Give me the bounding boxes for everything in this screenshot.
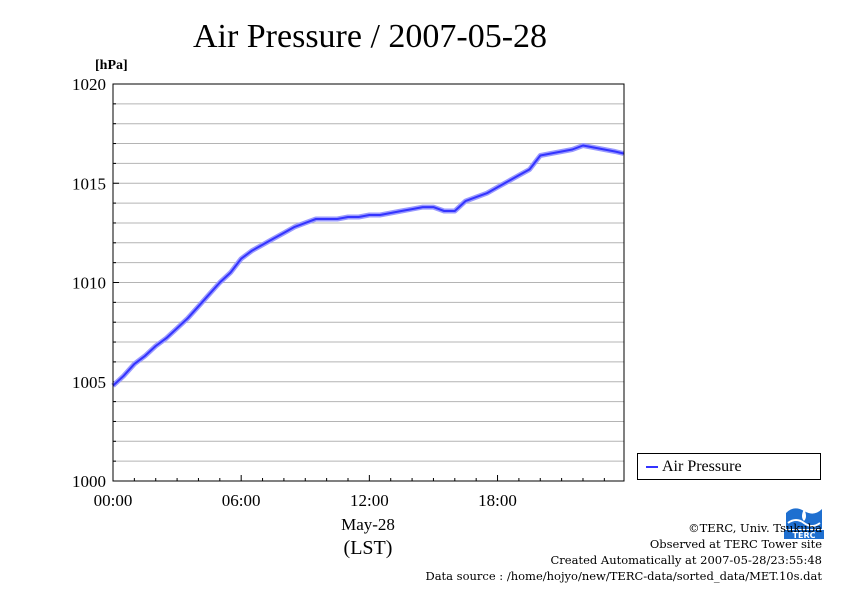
- series-band: [111, 143, 625, 388]
- x-axis-date-label: May-28: [341, 515, 395, 534]
- created-text: Created Automatically at 2007-05-28/23:5…: [550, 553, 823, 567]
- logo-text: TERC: [793, 531, 816, 539]
- legend: Air Pressure: [637, 453, 821, 480]
- x-tick-label: 12:00: [350, 491, 389, 510]
- x-tick-label: 00:00: [94, 491, 133, 510]
- x-axis-zone-label: (LST): [344, 537, 393, 559]
- credits: ©TERC, Univ. Tsukuba Observed at TERC To…: [425, 520, 822, 584]
- x-axis-ticks: 00:00 06:00 12:00 18:00: [94, 475, 605, 510]
- y-tick-label: 1015: [72, 174, 106, 193]
- terc-logo: TERC: [784, 503, 824, 539]
- y-tick-label: 1000: [72, 472, 106, 491]
- legend-label: Air Pressure: [662, 458, 742, 475]
- legend-swatch: [646, 466, 658, 468]
- y-unit-label: [hPa]: [95, 58, 128, 73]
- chart-title: Air Pressure / 2007-05-28: [193, 18, 547, 55]
- copyright-text: ©TERC, Univ. Tsukuba: [688, 521, 822, 535]
- y-tick-label: 1010: [72, 274, 106, 293]
- observed-text: Observed at TERC Tower site: [649, 537, 822, 551]
- series-layer: [111, 143, 625, 388]
- series-line-air-pressure: [112, 144, 624, 387]
- source-text: Data source : /home/hojyo/new/TERC-data/…: [425, 569, 822, 583]
- y-tick-label: 1005: [72, 373, 106, 392]
- x-tick-label: 06:00: [222, 491, 261, 510]
- x-tick-label: 18:00: [478, 491, 517, 510]
- y-axis-ticks: 1000 1005 1010 1015 1020: [72, 75, 119, 491]
- grid-lines: [113, 103, 624, 462]
- y-tick-label: 1020: [72, 75, 106, 94]
- plot-frame: [112, 83, 625, 482]
